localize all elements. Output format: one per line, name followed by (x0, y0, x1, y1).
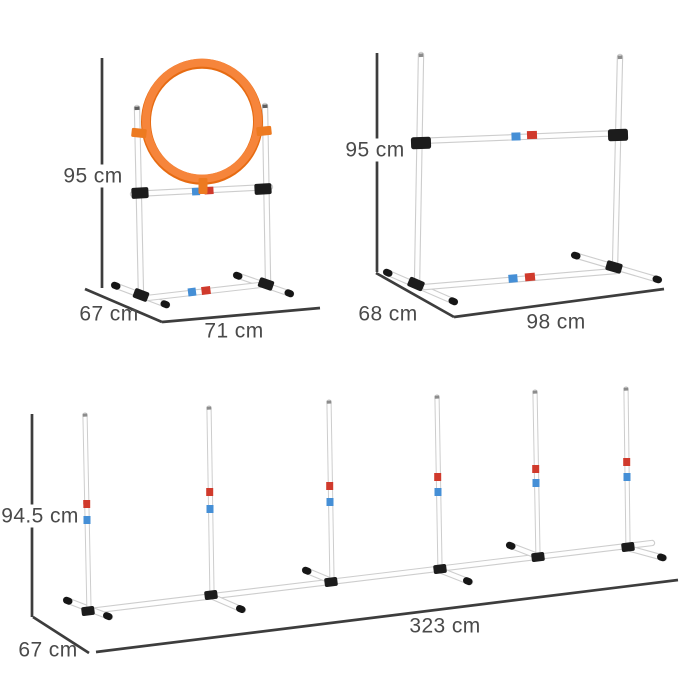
hurdle-crossbar (410, 128, 629, 150)
hurdle-depth-label: 68 cm (358, 302, 418, 326)
hurdle-connectors (407, 260, 623, 292)
weave-depth-label: 67 cm (18, 638, 78, 662)
weave-rail (86, 539, 656, 615)
weave-pole-1 (82, 412, 92, 614)
weave-length-label: 323 cm (409, 614, 481, 638)
weave-pole-5 (532, 389, 541, 560)
hoop-ring (131, 58, 272, 194)
weave-pole-6 (623, 386, 631, 550)
hoop-depth-label: 67 cm (79, 302, 139, 326)
hoop-connectors (132, 277, 275, 302)
hurdle-height-label: 95 cm (341, 138, 409, 162)
hoop-jump-figure (84, 58, 321, 324)
weave-height-label: 94.5 cm (0, 504, 83, 528)
weave-pole-2 (206, 405, 215, 598)
weave-poles-figure (30, 386, 679, 655)
hoop-poles (133, 102, 272, 300)
hurdle-figure (375, 51, 665, 319)
hurdle-width-label: 98 cm (526, 310, 586, 334)
weave-pole-4 (434, 394, 443, 572)
weave-dimension-lines (30, 414, 679, 655)
hoop-strap-left (131, 127, 147, 139)
hoop-strap-right (256, 125, 272, 137)
hurdle-poles (413, 51, 624, 289)
hoop-strap-bottom (198, 178, 208, 194)
weave-connectors (81, 541, 635, 617)
hoop-width-label: 71 cm (204, 319, 264, 343)
hurdle-dimension-lines (375, 53, 665, 319)
weave-pole-3 (326, 399, 335, 585)
hoop-height-label: 95 cm (59, 164, 127, 188)
